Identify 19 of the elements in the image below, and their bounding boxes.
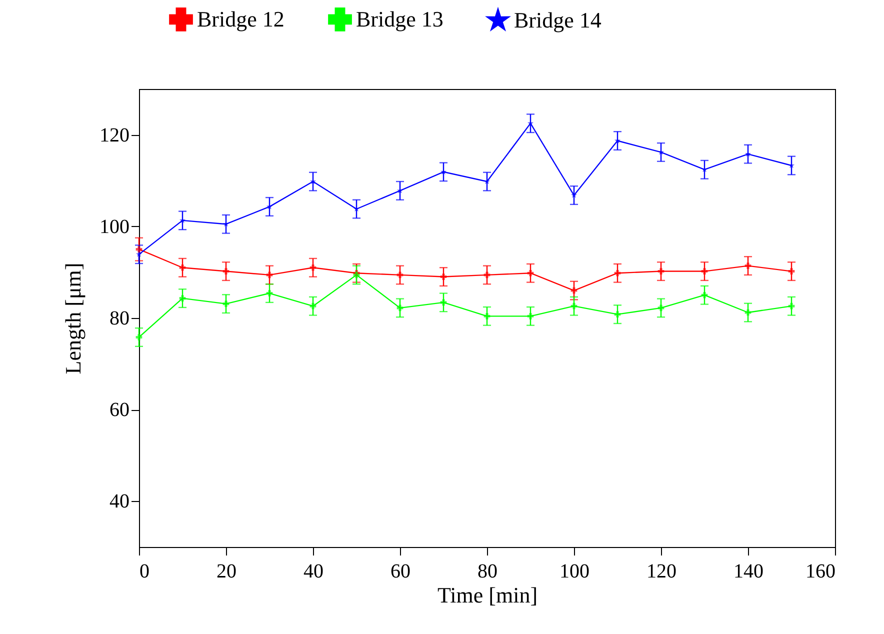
x-tick-label: 140 [734,560,764,582]
x-tick-label: 100 [560,560,590,582]
x-tick-label: 40 [304,560,324,582]
legend-label: Bridge 13 [356,6,444,32]
y-tick-label: 40 [110,490,130,513]
x-tick-label: 80 [478,560,498,582]
x-tick-label: 20 [216,560,236,582]
legend-label: Bridge 12 [197,6,284,32]
y-tick-label: 100 [100,216,130,238]
y-tick-label: 60 [110,399,130,422]
y-tick-label: 80 [110,308,130,330]
legend-label: Bridge 14 [514,7,602,32]
x-axis-title: Time [min] [437,582,538,608]
x-tick-label: 60 [390,560,410,582]
y-axis-title: Length [μm] [60,262,86,374]
x-tick-label: 160 [806,560,836,582]
x-tick-label: 0 [140,560,150,582]
y-tick-label: 120 [100,124,130,146]
x-tick-label: 120 [646,560,676,582]
